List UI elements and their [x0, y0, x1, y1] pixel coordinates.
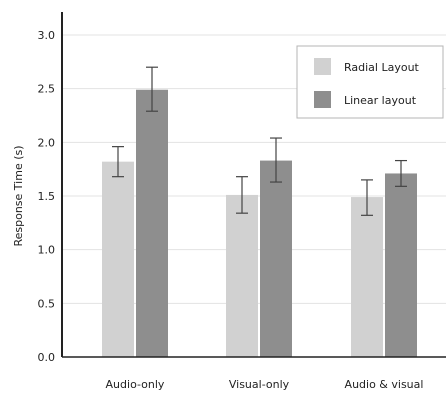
y-axis-label: Response Time (s): [12, 145, 25, 246]
bar-radial-1: [226, 194, 258, 357]
y-tick-label: 1.0: [38, 244, 56, 257]
legend-swatch-radial-layout: [314, 58, 331, 75]
y-tick-label: 3.0: [38, 29, 56, 42]
y-tick-labels: 0.0 0.5 1.0 1.5 2.0 2.5 3.0: [38, 29, 56, 364]
error-bar: [270, 137, 282, 183]
y-tick-label: 2.0: [38, 136, 56, 149]
bar-linear-2: [385, 173, 417, 357]
bar-linear-0: [136, 89, 168, 358]
legend-label-radial-layout: Radial Layout: [344, 61, 420, 74]
error-bars: [112, 66, 407, 216]
x-category-label: Audio & visual: [345, 378, 424, 391]
error-bar: [146, 66, 158, 112]
x-category-label: Visual-only: [229, 378, 290, 391]
bar-radial-2: [351, 197, 383, 357]
y-tick-label: 0.5: [38, 297, 56, 310]
y-tick-label: 1.5: [38, 190, 56, 203]
error-bar: [236, 176, 248, 214]
legend: Radial Layout Linear layout: [296, 45, 444, 119]
x-category-labels: Audio-only Visual-only Audio & visual: [106, 378, 424, 391]
error-bar: [361, 179, 373, 216]
x-category-label: Audio-only: [106, 378, 165, 391]
legend-swatch-linear-layout: [314, 91, 331, 108]
bar-linear-1: [260, 160, 292, 357]
bars: [102, 89, 417, 358]
bar-radial-0: [102, 161, 134, 357]
legend-label-linear-layout: Linear layout: [344, 94, 417, 107]
y-tick-label: 2.5: [38, 83, 56, 96]
y-tick-label: 0.0: [38, 351, 56, 364]
error-bar: [395, 159, 407, 187]
error-bar: [112, 146, 124, 178]
